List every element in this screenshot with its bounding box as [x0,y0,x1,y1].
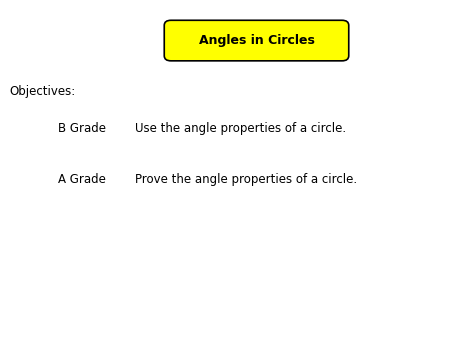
Text: B Grade: B Grade [58,122,107,135]
Text: Angles in Circles: Angles in Circles [198,34,315,47]
Text: Use the angle properties of a circle.: Use the angle properties of a circle. [135,122,346,135]
FancyBboxPatch shape [164,20,349,61]
Text: Objectives:: Objectives: [9,85,75,98]
Text: A Grade: A Grade [58,173,106,186]
Text: Prove the angle properties of a circle.: Prove the angle properties of a circle. [135,173,357,186]
